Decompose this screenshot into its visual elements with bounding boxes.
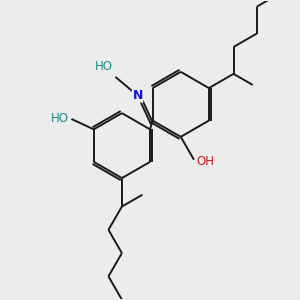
- Text: HO: HO: [95, 60, 113, 74]
- Text: N: N: [132, 89, 143, 102]
- Text: HO: HO: [51, 112, 69, 124]
- Text: OH: OH: [196, 155, 214, 168]
